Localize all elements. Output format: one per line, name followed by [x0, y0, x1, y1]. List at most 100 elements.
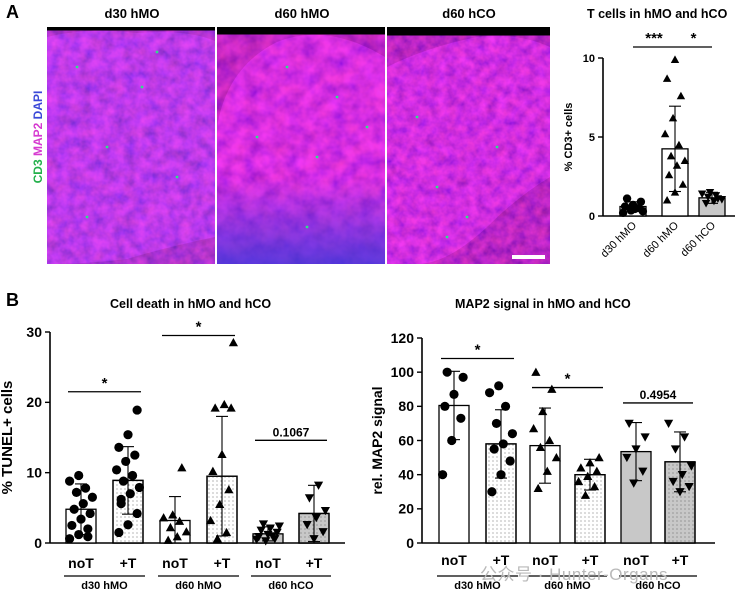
- data-point: [80, 483, 91, 493]
- data-point: [622, 194, 632, 203]
- data-point: [638, 207, 648, 216]
- x-tick-label: noT: [162, 555, 188, 571]
- data-point: [679, 433, 690, 442]
- significance-label: *: [196, 319, 202, 336]
- panel-letter-b: B: [6, 290, 19, 310]
- data-point: [228, 337, 238, 347]
- panel-letter-a: A: [6, 2, 19, 22]
- data-point: [631, 445, 641, 454]
- data-point: [701, 200, 711, 208]
- data-point: [76, 514, 86, 524]
- data-point: [78, 499, 88, 509]
- data-point: [491, 418, 502, 429]
- data-point: [672, 161, 682, 169]
- data-point: [132, 508, 142, 519]
- y-tick-label: 0: [589, 211, 595, 223]
- group-label: d60 hCO: [635, 580, 681, 592]
- data-point: [252, 535, 262, 545]
- data-point: [500, 401, 511, 411]
- y-tick-label: 30: [26, 324, 42, 340]
- data-point: [709, 197, 719, 206]
- data-point: [662, 74, 672, 82]
- data-point: [302, 521, 312, 530]
- data-point: [311, 514, 321, 523]
- data-point: [85, 508, 95, 519]
- group-label: d60 hCO: [268, 580, 314, 592]
- y-tick-label: 10: [583, 53, 595, 65]
- data-point: [664, 170, 674, 179]
- data-point: [114, 527, 124, 538]
- data-point: [580, 490, 591, 499]
- significance-label: *: [475, 342, 481, 359]
- data-point: [585, 458, 595, 467]
- significance-label: ***: [645, 30, 663, 47]
- x-tick-label: +T: [306, 555, 323, 571]
- data-point: [666, 151, 676, 160]
- data-point: [638, 467, 648, 476]
- data-point: [132, 405, 142, 415]
- data-point: [620, 202, 630, 211]
- data-point: [675, 488, 685, 497]
- data-point: [670, 188, 680, 196]
- data-point: [114, 442, 124, 452]
- x-tick-label: +T: [214, 555, 231, 571]
- data-point: [168, 510, 178, 519]
- data-point: [697, 190, 707, 199]
- group-label: d30 hMO: [454, 580, 501, 592]
- y-axis-label: % CD3+ cells: [563, 103, 575, 172]
- data-point: [680, 156, 690, 165]
- data-point: [217, 449, 227, 459]
- data-point: [208, 466, 218, 475]
- data-point: [118, 476, 129, 486]
- y-tick-label: 20: [398, 501, 414, 517]
- data-point: [684, 482, 694, 492]
- data-point: [551, 452, 561, 462]
- data-point: [542, 466, 552, 475]
- image-title-d30-hmo: d30 hMO: [104, 6, 160, 21]
- data-point: [440, 401, 450, 411]
- data-point: [65, 476, 75, 486]
- x-tick-label: +T: [582, 552, 599, 568]
- data-point: [224, 484, 234, 494]
- data-point: [71, 487, 82, 497]
- data-point: [87, 492, 97, 502]
- data-point: [134, 482, 144, 493]
- data-point: [458, 372, 468, 382]
- significance-label: *: [102, 375, 108, 392]
- data-point: [67, 520, 77, 531]
- data-point: [538, 406, 548, 416]
- data-point: [83, 532, 93, 542]
- data-point: [313, 481, 324, 490]
- chart-title-celldeath: Cell death in hMO and hCO: [110, 297, 272, 311]
- data-point: [274, 522, 284, 531]
- data-point: [574, 476, 584, 486]
- data-point: [226, 403, 236, 412]
- data-point: [485, 388, 495, 398]
- data-point: [622, 453, 632, 463]
- data-point: [320, 506, 330, 516]
- data-point: [123, 520, 133, 530]
- data-point: [74, 529, 84, 540]
- data-point: [65, 534, 75, 544]
- data-point: [489, 444, 499, 454]
- y-tick-label: 5: [589, 132, 595, 144]
- watermark: 公众号 · Hunter-Organs: [480, 565, 669, 584]
- x-tick-label: noT: [68, 555, 94, 571]
- micrograph-d60-hmo: [217, 27, 385, 264]
- data-point: [112, 465, 122, 475]
- y-tick-label: 0: [34, 535, 42, 551]
- data-point: [674, 140, 684, 149]
- chart-title-map2: MAP2 signal in hMO and hCO: [455, 297, 631, 311]
- y-axis-label: rel. MAP2 signal: [369, 386, 385, 494]
- y-tick-label: 60: [398, 432, 414, 448]
- data-point: [130, 450, 140, 460]
- y-tick-label: 100: [391, 364, 415, 380]
- data-point: [496, 470, 506, 480]
- data-point: [547, 384, 557, 393]
- data-point: [629, 479, 639, 488]
- data-point: [713, 195, 723, 203]
